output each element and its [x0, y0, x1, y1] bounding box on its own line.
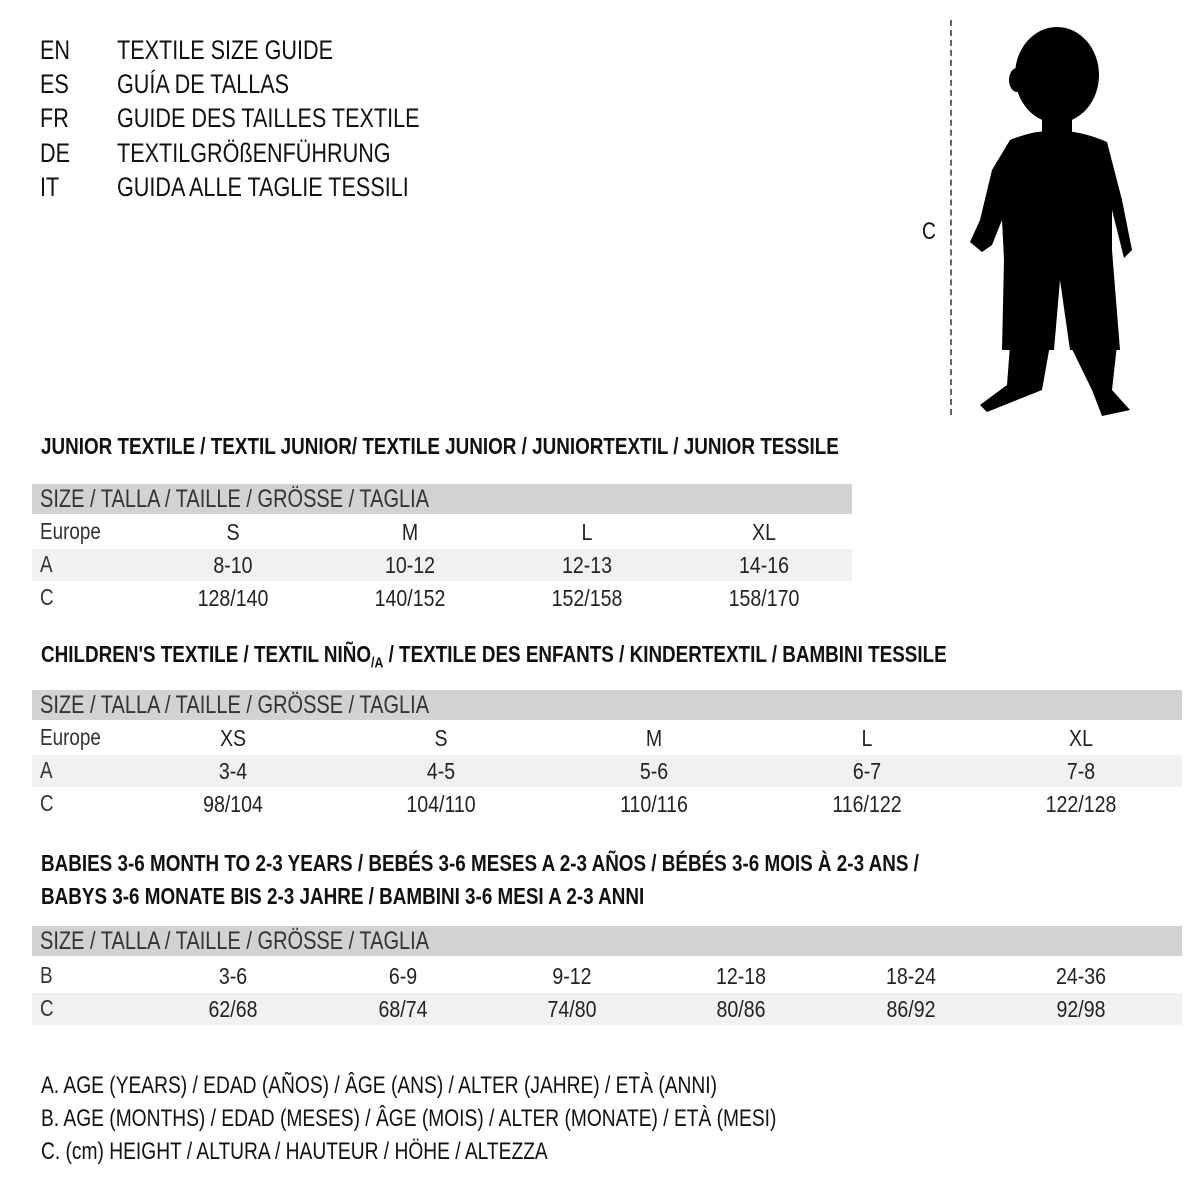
table-header: SIZE / TALLA / TAILLE / GRÖSSE / TAGLIA — [32, 690, 1182, 720]
babies-heading-line-1: BABIES 3-6 MONTH TO 2-3 YEARS / BEBÉS 3-… — [41, 850, 919, 876]
row-label: C — [40, 995, 54, 1021]
table-cell: 7-8 — [1066, 758, 1096, 784]
table-header-text: SIZE / TALLA / TAILLE / GRÖSSE / TAGLIA — [40, 927, 430, 955]
table-cell: L — [581, 519, 593, 545]
lang-code: DE — [40, 138, 71, 168]
table-cell: 152/158 — [551, 585, 623, 611]
table-cell: 24-36 — [1055, 963, 1106, 989]
table-cell: 12-13 — [561, 552, 612, 578]
table-header-text: SIZE / TALLA / TAILLE / GRÖSSE / TAGLIA — [40, 485, 430, 513]
table-cell: 3-6 — [218, 963, 248, 989]
lang-code: ES — [40, 69, 69, 99]
table-cell: 158/170 — [728, 585, 800, 611]
table-cell: S — [434, 725, 448, 751]
title-text: TEXTILE SIZE GUIDE — [117, 35, 334, 65]
table-cell: 122/128 — [1045, 791, 1117, 817]
row-label: B — [40, 962, 53, 988]
lang-code: IT — [40, 172, 60, 202]
table-cell: 6-7 — [852, 758, 882, 784]
table-header: SIZE / TALLA / TAILLE / GRÖSSE / TAGLIA — [32, 926, 1182, 956]
table-cell: 14-16 — [738, 552, 789, 578]
table-cell: 86/92 — [886, 996, 936, 1022]
table-cell: 116/122 — [832, 791, 902, 817]
table-cell: 5-6 — [639, 758, 669, 784]
children-heading-main: CHILDREN'S TEXTILE / TEXTIL NIÑO — [41, 641, 372, 667]
table-cell: XS — [219, 725, 247, 751]
table-header: SIZE / TALLA / TAILLE / GRÖSSE / TAGLIA — [32, 484, 852, 514]
title-text: GUIDE DES TAILLES TEXTILE — [117, 103, 420, 133]
table-cell: 12-18 — [715, 963, 766, 989]
table-cell: 74/80 — [547, 996, 597, 1022]
table-row: C 128/140 140/152 152/158 158/170 — [32, 582, 852, 614]
legend-line-b: B. AGE (MONTHS) / EDAD (MESES) / ÂGE (MO… — [41, 1105, 777, 1132]
legend-line-c: C. (cm) HEIGHT / ALTURA / HAUTEUR / HÖHE… — [41, 1138, 548, 1165]
lang-code: EN — [40, 35, 71, 65]
junior-heading: JUNIOR TEXTILE / TEXTIL JUNIOR/ TEXTILE … — [41, 433, 839, 459]
height-measure-line — [950, 20, 952, 415]
table-cell: S — [226, 519, 240, 545]
title-text: GUIDA ALLE TAGLIE TESSILI — [117, 172, 409, 202]
table-cell: M — [401, 519, 419, 545]
row-label: C — [40, 584, 54, 610]
table-cell: 62/68 — [208, 996, 258, 1022]
child-silhouette-icon — [970, 27, 1132, 416]
table-cell: 140/152 — [374, 585, 446, 611]
table-cell: 80/86 — [716, 996, 766, 1022]
title-text: TEXTILGRÖßENFÜHRUNG — [117, 138, 391, 168]
title-text: GUÍA DE TALLAS — [117, 69, 290, 99]
table-cell: 3-4 — [218, 758, 248, 784]
table-header-text: SIZE / TALLA / TAILLE / GRÖSSE / TAGLIA — [40, 691, 430, 719]
table-cell: 10-12 — [384, 552, 435, 578]
table-cell: XL — [1069, 725, 1093, 751]
row-label: A — [40, 551, 53, 577]
table-row: B 3-6 6-9 9-12 12-18 18-24 24-36 — [32, 960, 1182, 992]
table-cell: L — [861, 725, 873, 751]
table-cell: 8-10 — [213, 552, 253, 578]
table-row: A 8-10 10-12 12-13 14-16 — [32, 549, 852, 581]
children-heading-rest: / TEXTILE DES ENFANTS / KINDERTEXTIL / B… — [383, 641, 947, 667]
table-cell: 18-24 — [885, 963, 936, 989]
row-label: Europe — [40, 518, 101, 544]
table-cell: 110/116 — [620, 791, 688, 817]
table-cell: 6-9 — [388, 963, 418, 989]
row-label: A — [40, 757, 53, 783]
table-cell: 9-12 — [552, 963, 592, 989]
row-label: Europe — [40, 724, 101, 750]
babies-heading-line-2: BABYS 3-6 MONATE BIS 2-3 JAHRE / BAMBINI… — [41, 883, 645, 909]
table-cell: M — [645, 725, 663, 751]
children-heading-sub: /A — [371, 654, 384, 672]
children-heading: CHILDREN'S TEXTILE / TEXTIL NIÑO/A / TEX… — [41, 639, 947, 679]
table-row: Europe S M L XL — [32, 516, 852, 548]
table-cell: XL — [752, 519, 776, 545]
table-cell: 68/74 — [378, 996, 428, 1022]
table-cell: 4-5 — [426, 758, 456, 784]
table-row: C 62/68 68/74 74/80 80/86 86/92 92/98 — [32, 993, 1182, 1025]
row-label: C — [40, 790, 54, 816]
legend-line-a: A. AGE (YEARS) / EDAD (AÑOS) / ÂGE (ANS)… — [41, 1072, 718, 1099]
table-row: A 3-4 4-5 5-6 6-7 7-8 — [32, 755, 1182, 787]
lang-code: FR — [40, 103, 69, 133]
table-cell: 98/104 — [203, 791, 263, 817]
table-cell: 92/98 — [1056, 996, 1106, 1022]
table-cell: 104/110 — [406, 791, 476, 817]
table-cell: 128/140 — [197, 585, 269, 611]
table-row: C 98/104 104/110 110/116 116/122 122/128 — [32, 788, 1182, 820]
height-measure-label: C — [922, 218, 936, 245]
table-row: Europe XS S M L XL — [32, 722, 1182, 754]
